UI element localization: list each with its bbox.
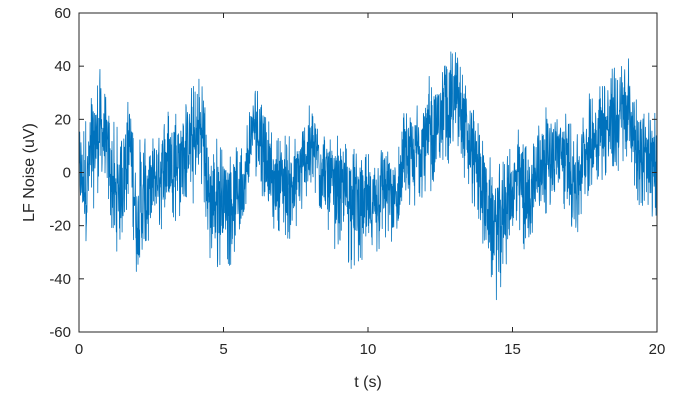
y-axis: -60 -40 -20 0 20 40 60 xyxy=(49,5,657,341)
y-tick-label: -20 xyxy=(49,218,71,235)
x-axis-label: t (s) xyxy=(354,374,382,391)
y-tick-label: 20 xyxy=(54,111,71,128)
x-tick-label: 20 xyxy=(649,341,666,358)
x-tick-label: 15 xyxy=(504,341,521,358)
y-tick-label: -40 xyxy=(49,271,71,288)
x-tick-label: 10 xyxy=(360,341,377,358)
y-tick-label: -60 xyxy=(49,324,71,341)
y-axis-label: LF Noise (uV) xyxy=(21,123,38,222)
x-tick-label: 0 xyxy=(75,341,83,358)
y-tick-label: 40 xyxy=(54,58,71,75)
series-line-1 xyxy=(78,51,658,301)
x-axis: 0 5 10 15 20 xyxy=(75,13,666,358)
y-tick-label: 0 xyxy=(63,165,71,182)
series-layer xyxy=(78,51,658,301)
x-tick-label: 5 xyxy=(219,341,227,358)
y-tick-label: 60 xyxy=(54,5,71,22)
